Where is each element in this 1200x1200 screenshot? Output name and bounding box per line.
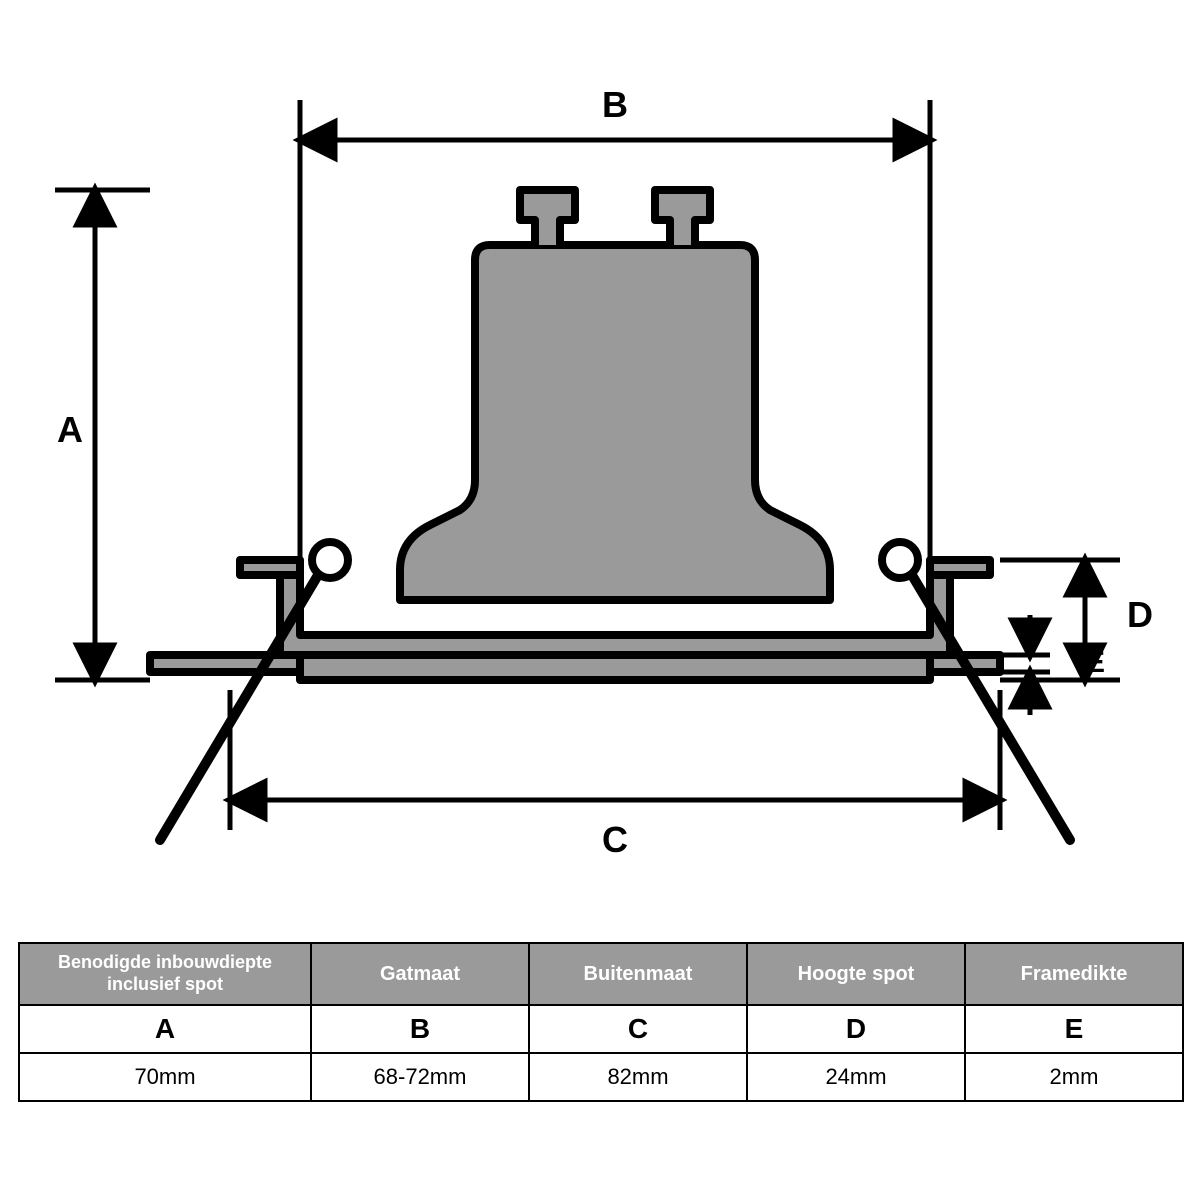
dim-label-D: D (1127, 594, 1153, 636)
letter-B: B (311, 1005, 529, 1053)
value-C: 82mm (529, 1053, 747, 1101)
th-B: Gatmaat (311, 943, 529, 1005)
dim-C (230, 690, 1000, 830)
letter-E: E (965, 1005, 1183, 1053)
spotlight-diagram (0, 0, 1200, 930)
dim-label-E: E (1085, 646, 1105, 680)
bulb-pins (520, 190, 710, 245)
letter-C: C (529, 1005, 747, 1053)
value-B: 68-72mm (311, 1053, 529, 1101)
th-A: Benodigde inbouwdiepte inclusief spot (19, 943, 311, 1005)
value-D: 24mm (747, 1053, 965, 1101)
pivot-left (312, 542, 348, 578)
th-C: Buitenmaat (529, 943, 747, 1005)
spec-table: Benodigde inbouwdiepte inclusief spot Ga… (18, 942, 1184, 1102)
frame-tab-left (240, 560, 300, 575)
pivot-right (882, 542, 918, 578)
bulb-body (400, 245, 830, 600)
letter-A: A (19, 1005, 311, 1053)
dim-label-B: B (602, 84, 628, 126)
th-D: Hoogte spot (747, 943, 965, 1005)
frame-tab-right (930, 560, 990, 575)
frame-bezel-left (150, 655, 300, 672)
frame-bezel-center (300, 655, 930, 680)
dim-label-C: C (602, 819, 628, 861)
diagram-canvas: A B C D E Benodigde inbouwdiepte inclusi… (0, 0, 1200, 1200)
dim-label-A: A (57, 409, 83, 451)
dim-E (1000, 615, 1050, 715)
value-A: 70mm (19, 1053, 311, 1101)
value-E: 2mm (965, 1053, 1183, 1101)
th-E: Framedikte (965, 943, 1183, 1005)
letter-D: D (747, 1005, 965, 1053)
